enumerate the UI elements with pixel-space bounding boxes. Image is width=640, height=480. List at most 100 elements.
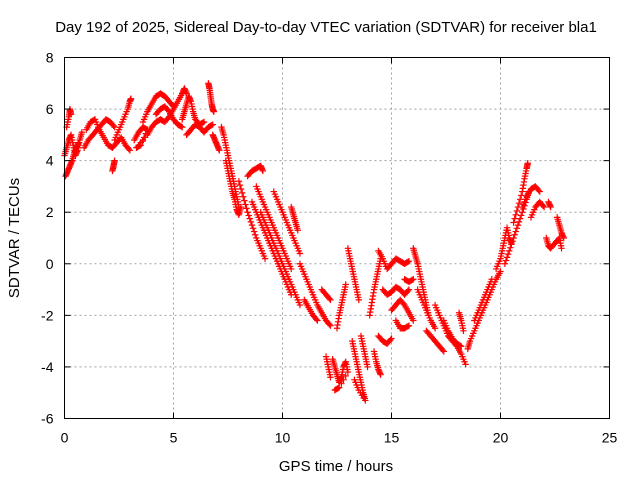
series-arc-5 xyxy=(83,116,134,154)
data-point xyxy=(535,187,542,194)
series-arc-32 xyxy=(349,337,369,404)
series-arc-35 xyxy=(370,348,384,378)
data-point xyxy=(210,108,218,115)
data-point xyxy=(504,250,512,258)
data-point xyxy=(243,205,250,212)
y-tick-label: 6 xyxy=(46,101,54,117)
series-arc-48 xyxy=(464,268,504,353)
series-arc-24 xyxy=(288,203,301,234)
series-arc-54 xyxy=(527,198,548,221)
series-arc-30 xyxy=(333,281,349,332)
series-arc-37 xyxy=(375,247,413,273)
data-point xyxy=(503,254,511,261)
data-point xyxy=(440,348,448,355)
data-point xyxy=(540,203,548,211)
series-arc-43 xyxy=(414,286,439,332)
data-point xyxy=(501,260,509,267)
data-point xyxy=(515,199,523,207)
data-point xyxy=(340,376,347,384)
series-arc-44 xyxy=(423,327,448,355)
series-arc-36 xyxy=(375,332,395,347)
data-point xyxy=(388,335,395,342)
data-point xyxy=(506,247,513,255)
data-point xyxy=(127,95,135,102)
data-point xyxy=(502,257,510,264)
data-point xyxy=(209,121,216,128)
series-arc-22 xyxy=(257,209,304,309)
series-arc-21 xyxy=(253,183,295,273)
data-point xyxy=(327,296,334,304)
data-point xyxy=(249,225,257,232)
data-point xyxy=(460,327,467,335)
series-arc-12 xyxy=(179,92,208,128)
series-arc-27 xyxy=(318,286,334,304)
data-point xyxy=(508,241,515,248)
data-point xyxy=(511,231,518,238)
series-arc-19 xyxy=(244,162,267,180)
data-point xyxy=(200,118,208,126)
x-tick-label: 10 xyxy=(275,430,291,446)
data-point xyxy=(252,231,259,238)
axis-ticks xyxy=(64,57,610,419)
data-point xyxy=(536,188,543,195)
data-point xyxy=(515,218,523,226)
data-point xyxy=(327,322,334,329)
data-point xyxy=(179,123,186,131)
data-point xyxy=(288,265,295,273)
y-axis-label: SDTVAR / TECUs xyxy=(6,178,23,298)
data-point xyxy=(327,374,334,381)
series-arc-26 xyxy=(301,296,321,324)
data-point xyxy=(216,147,223,154)
data-point xyxy=(518,192,525,199)
plot-frame xyxy=(64,57,610,419)
data-point xyxy=(177,123,185,130)
x-tick-label: 20 xyxy=(493,430,509,446)
data-point xyxy=(400,300,407,307)
data-point xyxy=(313,316,320,323)
series-arc-25 xyxy=(296,260,334,329)
data-point xyxy=(355,296,362,304)
series-arc-8 xyxy=(131,123,151,151)
data-point xyxy=(518,212,525,219)
data-point xyxy=(245,212,252,219)
data-point xyxy=(110,122,117,130)
data-point xyxy=(242,201,249,208)
data-point xyxy=(342,372,349,380)
series-arc-10 xyxy=(144,85,190,139)
data-point xyxy=(524,160,531,167)
data-point xyxy=(410,276,417,283)
data-point xyxy=(235,178,243,185)
x-tick-label: 5 xyxy=(170,430,178,446)
y-tick-label: 8 xyxy=(46,50,54,66)
data-point xyxy=(259,167,267,175)
y-tick-label: -2 xyxy=(41,307,54,323)
x-axis-label: GPS time / hours xyxy=(279,458,393,475)
data-point xyxy=(314,317,321,324)
data-point xyxy=(244,209,251,216)
series-arc-11 xyxy=(152,103,186,131)
data-point xyxy=(78,129,86,136)
data-point xyxy=(431,325,439,332)
data-point xyxy=(331,386,339,394)
data-point xyxy=(236,181,244,189)
y-tick-labels: -6 -4 -2 0 2 4 6 8 xyxy=(41,50,54,427)
data-point xyxy=(539,202,547,209)
series-arc-47 xyxy=(455,309,467,335)
data-point xyxy=(246,215,253,222)
series-arc-39 xyxy=(388,296,417,324)
data-point xyxy=(558,245,565,252)
y-tick-label: 0 xyxy=(46,256,54,272)
series-arc-50 xyxy=(492,224,515,273)
data-point xyxy=(75,139,82,146)
data-point xyxy=(488,276,495,283)
data-point xyxy=(513,207,521,215)
series-arc-9 xyxy=(139,90,177,126)
series-arc-38 xyxy=(379,283,413,298)
data-point xyxy=(516,196,524,203)
data-point xyxy=(238,189,246,197)
data-point xyxy=(409,276,416,284)
x-tick-label: 25 xyxy=(602,430,618,446)
data-point xyxy=(247,218,255,226)
series-arc-16 xyxy=(218,123,243,211)
